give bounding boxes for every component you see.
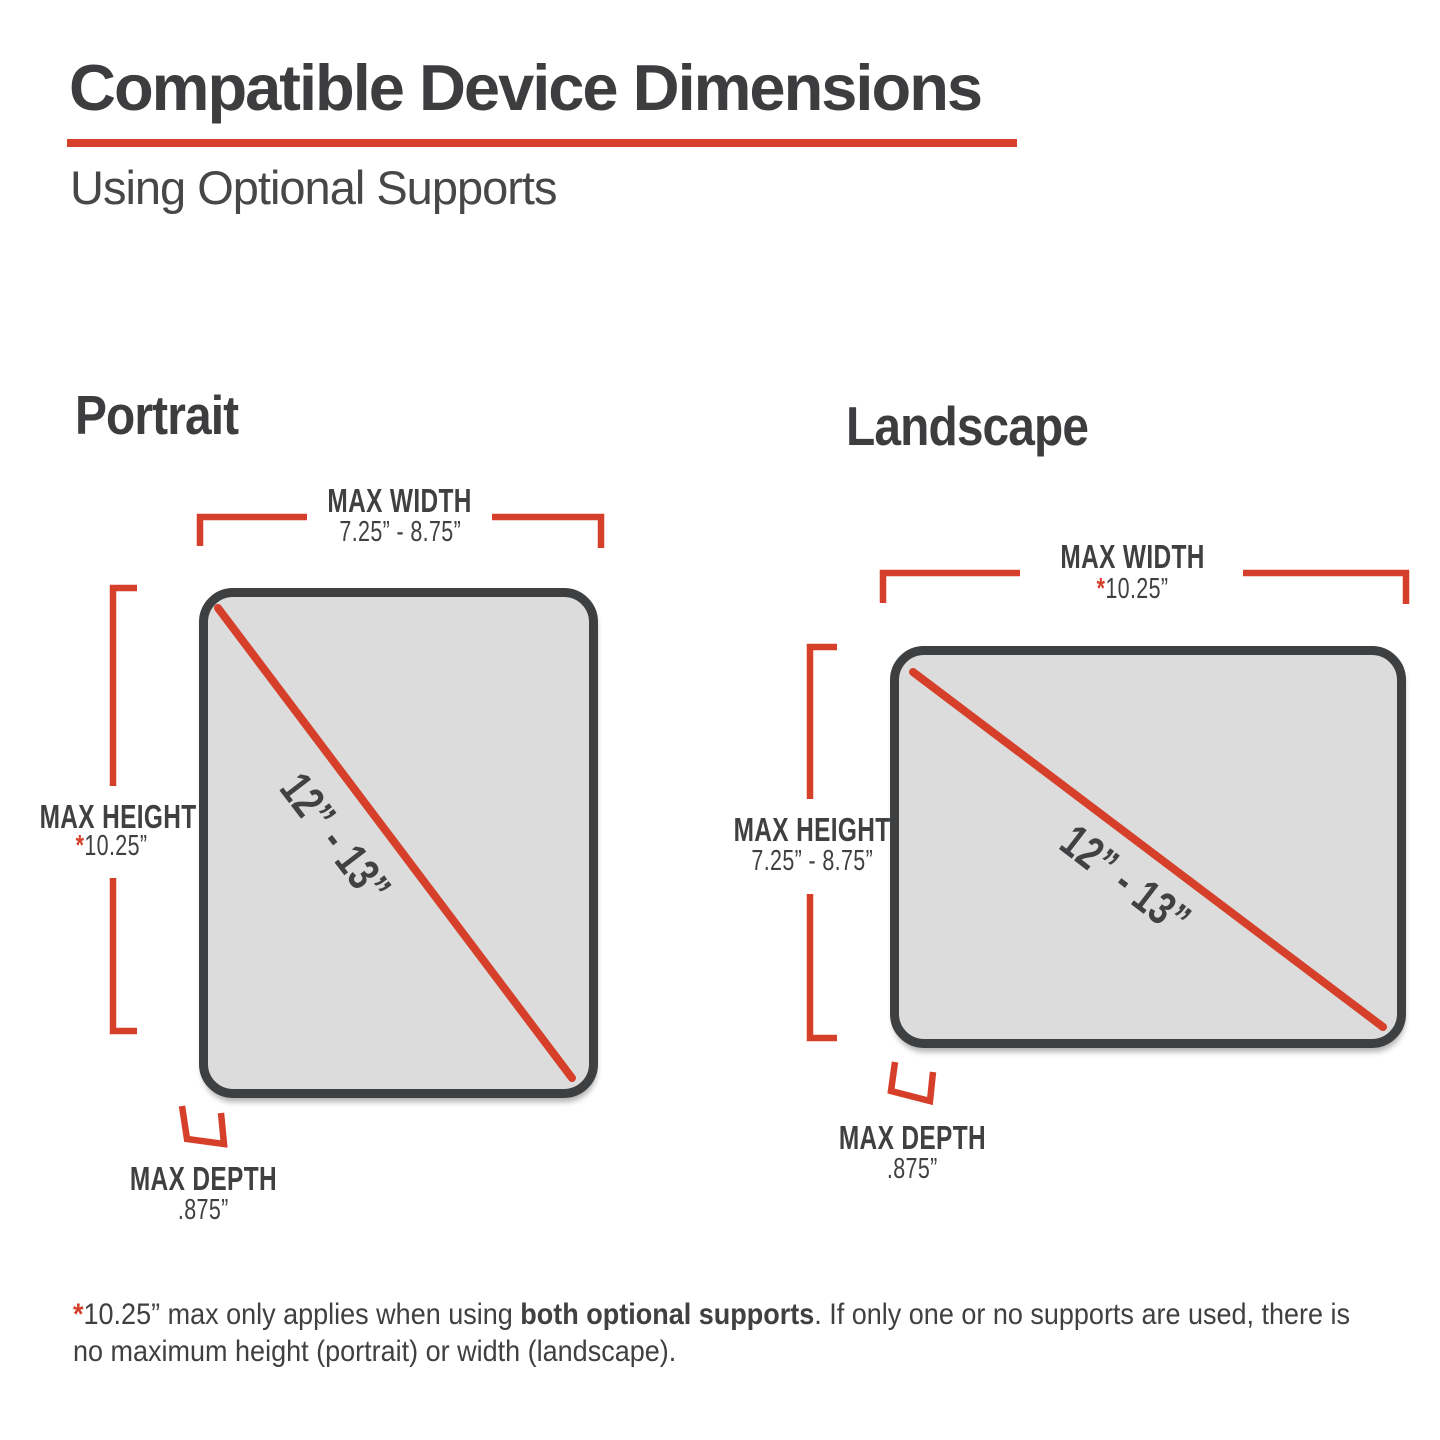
landscape-max-width-label-text: MAX WIDTH [1060, 538, 1206, 575]
title-underline-rule [67, 139, 1017, 147]
portrait-max-width-value-text: 7.25” - 8.75” [339, 516, 461, 548]
landscape-section-heading: Landscape [846, 394, 1124, 458]
portrait-max-width-value: 7.25” - 8.75” [290, 518, 510, 547]
portrait-section-heading: Portrait [75, 383, 263, 447]
portrait-max-height-label: MAX HEIGHT [12, 800, 212, 833]
landscape-max-depth-label: MAX DEPTH [802, 1121, 1022, 1154]
landscape-max-width-value: *10.25” [1023, 575, 1243, 604]
page-title: Compatible Device Dimensions [69, 51, 983, 124]
footnote-bold: both optional supports [520, 1298, 815, 1331]
portrait-max-depth-label-text: MAX DEPTH [129, 1160, 277, 1197]
red-asterisk: * [76, 830, 85, 862]
landscape-max-depth-value: .875” [802, 1155, 1022, 1184]
page-subtitle: Using Optional Supports [70, 161, 557, 214]
portrait-max-height-number: 10.25” [84, 830, 148, 862]
portrait-max-height-value-text: *10.25” [76, 832, 148, 861]
landscape-max-depth-label-text: MAX DEPTH [838, 1119, 986, 1156]
portrait-max-depth-bracket [178, 1105, 228, 1148]
footnote-text: *10.25” max only applies when using both… [73, 1296, 1423, 1370]
landscape-max-width-value-text: *10.25” [1097, 575, 1169, 604]
portrait-max-depth-value-text: .875” [177, 1194, 229, 1226]
portrait-device-outline [199, 588, 598, 1098]
landscape-max-depth-bracket [887, 1061, 937, 1106]
portrait-max-height-value: *10.25” [12, 832, 212, 861]
landscape-max-height-value: 7.25” - 8.75” [702, 847, 922, 876]
portrait-max-depth-value: .875” [103, 1196, 303, 1225]
landscape-heading-text: Landscape [846, 395, 1089, 457]
landscape-device-outline [890, 646, 1406, 1048]
portrait-max-width-label: MAX WIDTH [290, 484, 510, 517]
footnote: *10.25” max only applies when using both… [73, 1296, 1440, 1370]
red-asterisk: * [73, 1298, 84, 1331]
portrait-max-depth-label: MAX DEPTH [103, 1162, 303, 1195]
footnote-lead: 10.25” max only applies when using [83, 1298, 521, 1331]
landscape-max-height-value-text: 7.25” - 8.75” [751, 845, 873, 877]
landscape-max-depth-value-text: .875” [886, 1153, 938, 1185]
landscape-max-height-label-text: MAX HEIGHT [733, 811, 891, 848]
landscape-max-width-number: 10.25” [1105, 573, 1169, 605]
portrait-heading-text: Portrait [75, 384, 239, 446]
portrait-max-width-label-text: MAX WIDTH [327, 482, 473, 519]
landscape-max-height-label: MAX HEIGHT [702, 813, 922, 846]
footnote-rest-line1: . If only one or no supports are used, t… [814, 1298, 1351, 1331]
landscape-max-width-label: MAX WIDTH [1023, 540, 1243, 573]
portrait-max-height-label-text: MAX HEIGHT [39, 798, 197, 835]
red-asterisk: * [1097, 573, 1106, 605]
footnote-rest-line2: no maximum height (portrait) or width (l… [73, 1335, 677, 1368]
